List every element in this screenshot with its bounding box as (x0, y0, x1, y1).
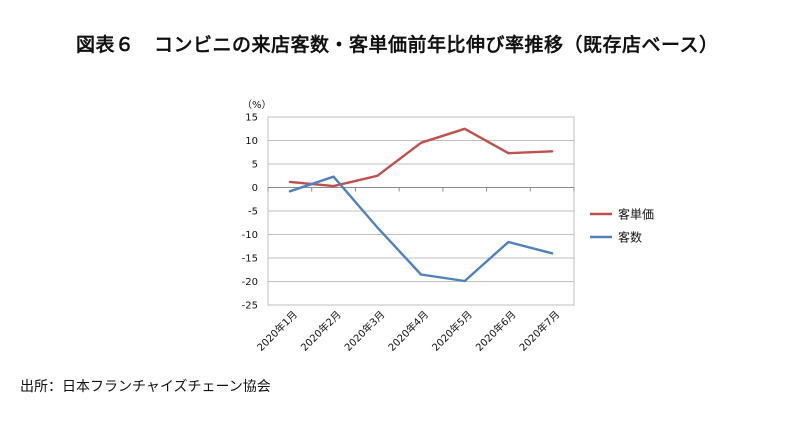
y-tick-label: -25 (242, 301, 258, 312)
y-tick-label: -15 (242, 254, 258, 265)
source-note: 出所：日本フランチャイズチェーン協会 (20, 379, 271, 395)
y-tick-label: -5 (248, 207, 258, 218)
chart-title: 図表６ コンビニの来店客数・客単価前年比伸び率推移（既存店ベース） (76, 34, 719, 56)
y-tick-label: 5 (252, 160, 258, 171)
y-tick-label: 10 (245, 136, 258, 147)
x-tick-label: 2020年5月 (429, 308, 475, 354)
y-tick-labels: 15 10 5 0 -5 -10 -15 -20 -25 (242, 113, 258, 312)
y-axis-unit-label: （%） (242, 99, 272, 111)
series-line-1 (288, 175, 554, 283)
y-tick-label: 15 (245, 113, 258, 124)
x-tick-label: 2020年6月 (473, 308, 519, 354)
y-tick-label: 0 (252, 183, 258, 194)
x-tick-labels: 2020年1月 2020年2月 2020年3月 2020年4月 2020年5月 2020年… (254, 308, 562, 354)
y-tick-label: -20 (242, 277, 258, 288)
legend-label: 客単価 (618, 207, 654, 222)
legend-item: 客数 (590, 230, 642, 245)
y-tick-label: -10 (242, 230, 258, 241)
x-tick-label: 2020年3月 (342, 308, 388, 354)
x-tick-label: 2020年2月 (298, 308, 344, 354)
grid (268, 116, 574, 306)
series-lines (288, 127, 554, 283)
x-tick-label: 2020年1月 (254, 308, 300, 354)
x-tick-label: 2020年4月 (385, 308, 431, 354)
legend-item: 客単価 (590, 207, 654, 222)
x-tick-label: 2020年7月 (516, 308, 562, 354)
plot-border (267, 116, 575, 306)
legend-label: 客数 (618, 230, 642, 245)
axes (267, 116, 575, 306)
series-line-0 (288, 127, 554, 188)
